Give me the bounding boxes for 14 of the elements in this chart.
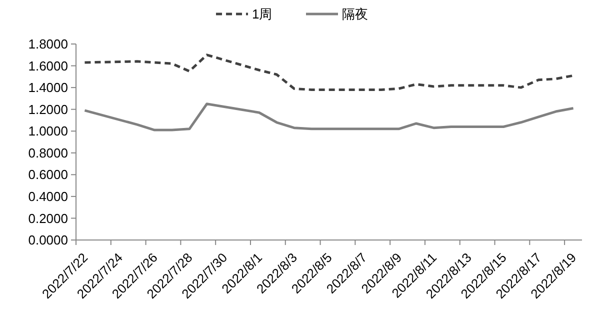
- y-tick-label: 0.0000: [28, 232, 68, 248]
- legend-label: 隔夜: [342, 6, 368, 22]
- y-tick-label: 1.6000: [28, 58, 68, 74]
- y-tick-label: 1.8000: [28, 36, 68, 52]
- y-tick-label: 1.0000: [28, 124, 68, 139]
- line-series: [83, 102, 575, 132]
- y-tick-label: 0.8000: [28, 145, 68, 160]
- y-tick-label: 0.6000: [28, 167, 68, 182]
- y-tick-label: 1.4000: [28, 80, 68, 96]
- line-series: [83, 54, 575, 91]
- y-tick-label: 0.4000: [28, 188, 68, 204]
- legend-label: 1周: [252, 6, 272, 22]
- y-tick-label: 1.2000: [28, 102, 68, 117]
- y-tick-label: 0.2000: [28, 210, 68, 226]
